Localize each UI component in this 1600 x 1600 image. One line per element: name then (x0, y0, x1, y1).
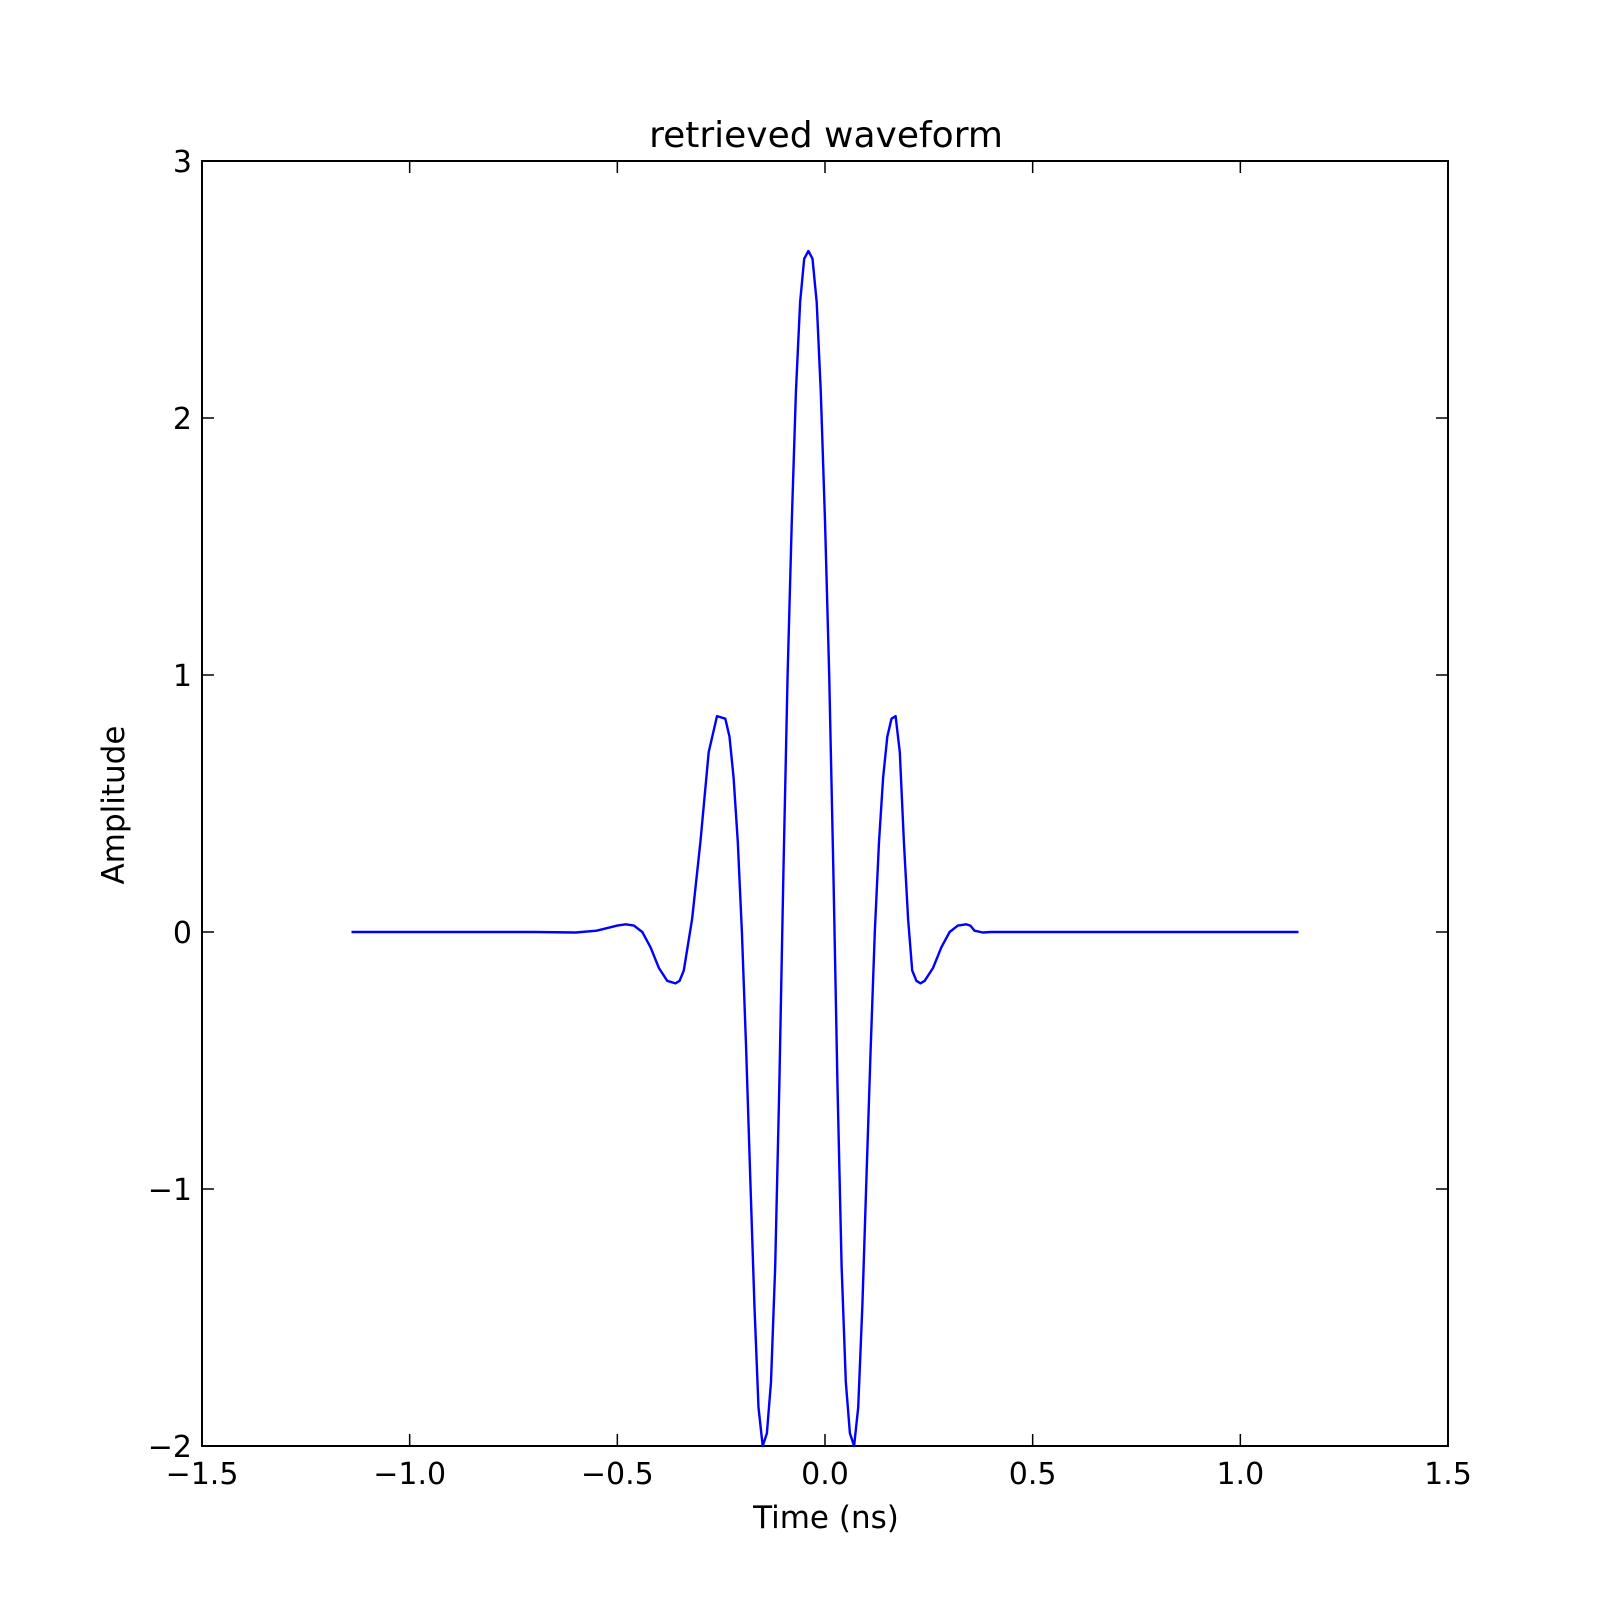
x-tick-label: 1.0 (1216, 1457, 1264, 1492)
x-tick-label: 1.5 (1424, 1457, 1472, 1492)
x-axis-label: Time (ns) (752, 1500, 899, 1536)
series-line (351, 249, 1299, 1448)
y-tick-label: 3 (173, 145, 192, 180)
y-axis-label: Amplitude (96, 726, 132, 885)
x-tick-label: −1.5 (166, 1457, 239, 1492)
x-tick-label: 0.0 (801, 1457, 849, 1492)
chart-title: retrieved waveform (649, 115, 1003, 156)
axis-ticks (201, 160, 1449, 1447)
x-tick-label: 0.5 (1009, 1457, 1057, 1492)
plot-frame (201, 160, 1449, 1447)
y-tick-label: 0 (173, 916, 192, 951)
y-tick-label: 2 (173, 402, 192, 437)
y-tick-label: −1 (148, 1173, 192, 1208)
x-tick-label: −0.5 (581, 1457, 654, 1492)
y-tick-label: 1 (173, 659, 192, 694)
tick-labels: −1.5 −1.0 −0.5 0.0 0.5 1.0 1.5 −2 −1 0 1 2 3 (148, 145, 1472, 1492)
y-tick-label: −2 (148, 1430, 192, 1465)
plot-area (201, 160, 1449, 1448)
x-tick-label: −1.0 (373, 1457, 446, 1492)
